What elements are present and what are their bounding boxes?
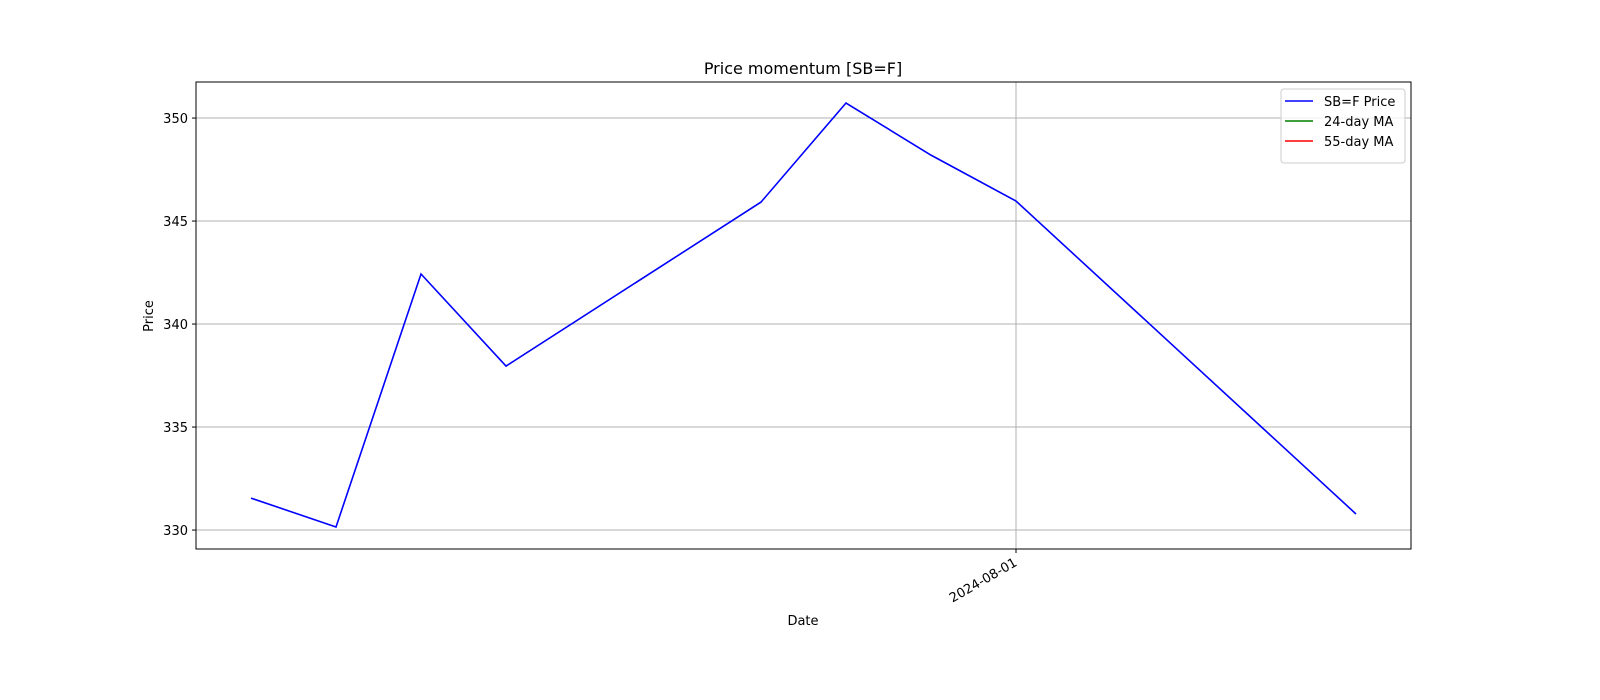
plot-frame: [195, 81, 1412, 550]
legend-label: 24-day MA: [1324, 115, 1393, 130]
y-tick-label: 350: [163, 112, 188, 127]
legend-label: SB=F Price: [1324, 95, 1395, 110]
line-series: [250, 101, 1357, 528]
y-tick-label: 340: [163, 318, 188, 333]
y-axis-label: Price: [142, 300, 157, 332]
chart-title: Price momentum [SB=F]: [704, 59, 902, 78]
legend-label: 55-day MA: [1324, 135, 1393, 150]
legend-box: [1280, 88, 1406, 164]
y-tick-label: 335: [163, 421, 188, 436]
x-axis-label: Date: [787, 614, 818, 629]
y-tick-label: 330: [163, 524, 188, 539]
y-tick-label: 345: [163, 215, 188, 230]
